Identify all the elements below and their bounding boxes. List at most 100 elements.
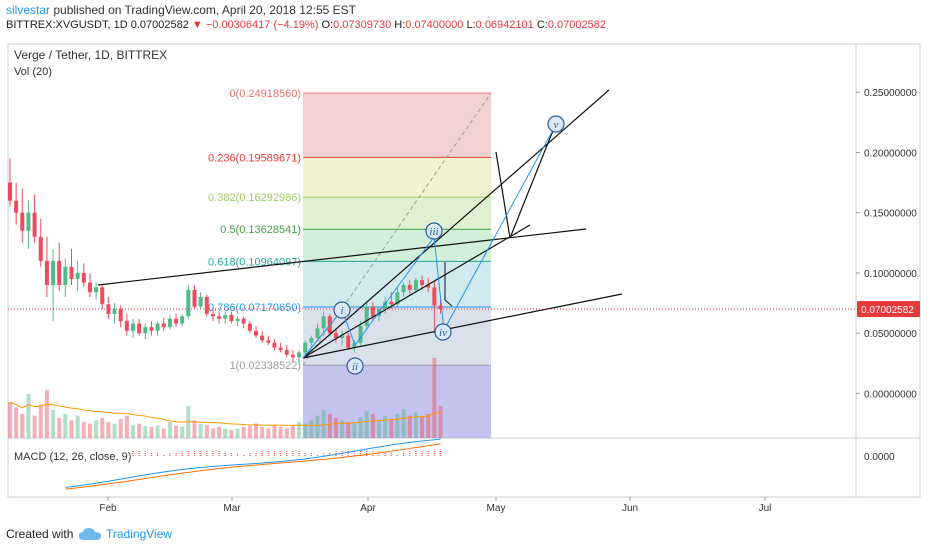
down-arrow-icon: ▼ [191, 19, 203, 31]
trend-line [509, 127, 555, 239]
volume-bar [438, 406, 443, 438]
trend-line [97, 228, 587, 286]
volume-bar [155, 425, 160, 438]
candle-body [241, 318, 246, 324]
volume-bar [260, 426, 265, 438]
candle-body [180, 316, 185, 324]
candle-body [20, 212, 25, 231]
candle-body [315, 328, 320, 338]
candle-body [413, 280, 418, 290]
volume-bar [143, 426, 148, 438]
fib-level-label: 0(0.24918560) [229, 88, 301, 100]
volume-bar [309, 420, 314, 438]
low-value: 0.06942101 [475, 19, 534, 31]
candle-body [254, 330, 258, 336]
x-tick-label: Apr [360, 503, 376, 514]
volume-bar [413, 412, 418, 438]
candle-body [186, 289, 191, 317]
candle-body [217, 316, 222, 319]
volume-bar [432, 358, 437, 438]
volume-bar [383, 415, 388, 438]
fib-level-label: 0.5(0.13628541) [220, 224, 301, 236]
volume-bar [407, 415, 412, 438]
candle-body [124, 321, 129, 331]
fib-level-label: 1(0.02338522) [229, 360, 301, 372]
volume-bar [333, 418, 338, 438]
fib-level-label: 0.382(0.16292986) [208, 192, 301, 204]
volume-bar [352, 423, 357, 438]
candle-body [389, 301, 394, 305]
candle-body [161, 323, 166, 328]
volume-bar [14, 407, 19, 438]
chart-title: Verge / Tether, 1D, BITTREX [14, 48, 167, 62]
candle-body [352, 342, 357, 348]
volume-bar [426, 414, 431, 438]
volume-bar [290, 426, 295, 438]
volume-bar [51, 410, 56, 438]
candle-body [297, 352, 302, 358]
candle-body [346, 335, 351, 348]
trend-line [302, 224, 531, 359]
candle-body [284, 350, 289, 355]
tradingview-link[interactable]: TradingView [106, 527, 173, 541]
volume-bar [174, 426, 179, 438]
candle-body [358, 325, 363, 343]
candle-body [69, 266, 74, 279]
candle-body [303, 342, 308, 353]
candle-body [321, 316, 326, 329]
wave-label-iii: iii [429, 226, 438, 238]
volume-bar [100, 418, 105, 438]
candle-body [333, 333, 338, 338]
candle-body [8, 182, 12, 201]
wave-label-circle [346, 357, 364, 375]
candle-body [192, 289, 197, 307]
wave-label-circle [333, 301, 351, 319]
trend-line [495, 151, 511, 239]
candle-body [383, 301, 388, 310]
candle-body [260, 335, 265, 341]
candle-body [100, 287, 105, 305]
low-label: L: [466, 19, 476, 31]
open-label: O: [321, 19, 334, 31]
close-value: 0.07002582 [547, 19, 606, 31]
volume-bar [235, 428, 240, 438]
candle-body [57, 260, 62, 285]
author-link[interactable]: silvestar [6, 3, 51, 17]
wave-label-i: i [340, 305, 343, 317]
footer: Created with TradingView [0, 518, 932, 550]
volume-bar [223, 428, 228, 438]
price-change: −0.00306417 (−4.19%) [205, 19, 319, 31]
y-tick-label: 0.25000000 [864, 88, 917, 99]
candle-body [44, 260, 49, 285]
price-chart[interactable]: 0(0.24918560) 0.236(0.19589671) 0.382(0.16… [0, 0, 932, 520]
volume-bar [297, 422, 302, 438]
volume-bar [124, 415, 129, 438]
volume-bar [420, 417, 425, 438]
fib-extension-zone [303, 365, 491, 438]
volume-bar [198, 423, 203, 438]
candle-body [118, 309, 123, 322]
candle-body [290, 354, 295, 358]
volume-ma-line [9, 401, 441, 427]
macd-tick-label: 0.0000 [864, 452, 895, 463]
candle-body [167, 318, 172, 328]
candle-body [426, 284, 431, 288]
candle-body [38, 236, 43, 261]
last-price-tag-label: 0.07002582 [861, 305, 914, 316]
fib-zone [303, 93, 491, 158]
candle-body [174, 318, 179, 324]
last-price: 0.07002582 [130, 19, 189, 31]
volume-bar [20, 414, 25, 438]
open-value: 0.07309730 [333, 19, 392, 31]
wave-label-ii: ii [352, 361, 358, 373]
candle-body [63, 266, 68, 285]
candle-body [395, 292, 400, 305]
candle-body [309, 337, 314, 343]
volume-bar [389, 418, 394, 438]
volume-bar [75, 415, 80, 438]
candle-body [94, 287, 99, 293]
volume-bar [241, 426, 246, 438]
candle-body [272, 342, 277, 348]
fib-level-label: 0.786(0.07170650) [208, 302, 301, 314]
volume-bar [192, 420, 197, 438]
